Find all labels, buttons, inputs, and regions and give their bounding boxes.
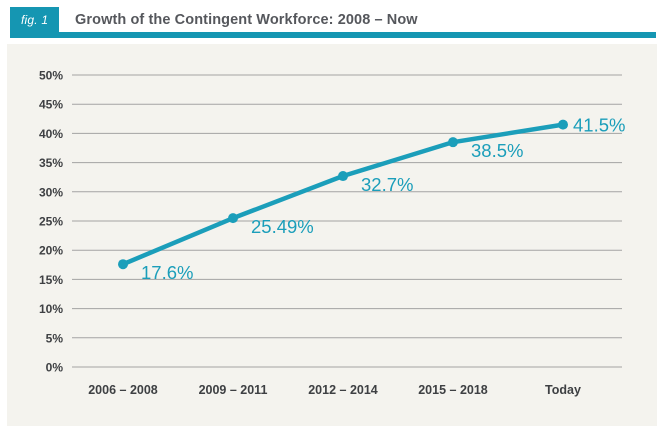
data-point [228, 213, 238, 224]
data-point [558, 119, 568, 130]
data-point [448, 137, 458, 148]
figure-number-badge: fig. 1 [10, 7, 60, 32]
data-point-value-label: 25.49% [251, 216, 314, 237]
data-point-value-label: 17.6% [141, 262, 193, 283]
data-point [118, 259, 128, 270]
y-tick-label: 15% [39, 273, 63, 287]
y-tick-label: 50% [39, 69, 63, 83]
y-tick-label: 35% [39, 156, 63, 170]
y-tick-label: 30% [39, 185, 63, 199]
y-tick-label: 0% [46, 361, 64, 375]
chart-panel: 0% 5% 10% 15% 20% 25% 30% 35% 40% 45% 50% 2006 – 20… [7, 44, 657, 426]
x-tick-label: 2006 – 2008 [88, 383, 158, 397]
data-point-value-label: 32.7% [361, 174, 413, 195]
x-tick-label: Today [545, 383, 581, 397]
y-tick-label: 20% [39, 244, 63, 258]
figure-number-label: fig. 1 [21, 12, 49, 27]
x-tick-label: 2009 – 2011 [199, 383, 268, 397]
y-tick-label: 5% [46, 331, 64, 345]
data-point-value-label: 38.5% [471, 140, 523, 161]
y-tick-label: 25% [39, 215, 63, 229]
x-tick-label: 2012 – 2014 [308, 383, 378, 397]
y-tick-label: 40% [39, 127, 63, 141]
y-tick-label: 45% [39, 98, 63, 112]
growth-line-chart: 0% 5% 10% 15% 20% 25% 30% 35% 40% 45% 50% 2006 – 20… [39, 69, 626, 398]
chart-title: Growth of the Contingent Workforce: 2008… [75, 11, 418, 28]
y-tick-label: 10% [39, 302, 63, 316]
header-divider [10, 32, 656, 38]
data-point [338, 171, 348, 182]
x-tick-label: 2015 – 2018 [418, 383, 488, 397]
data-point-value-label: 41.5% [573, 115, 625, 136]
